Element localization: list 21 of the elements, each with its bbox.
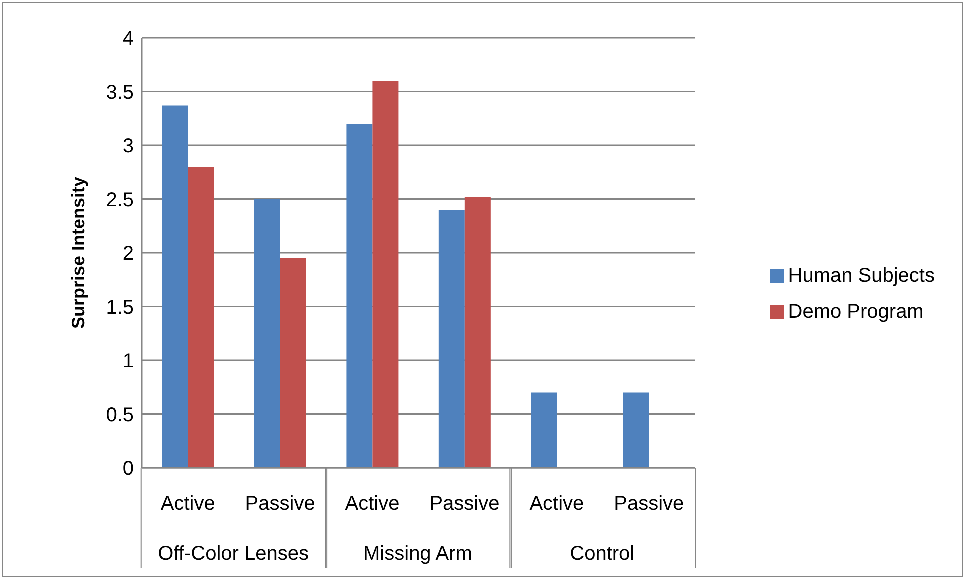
y-tick-label: 0.5 (106, 404, 134, 426)
y-tick-label: 4 (122, 28, 134, 50)
text: Control (570, 543, 635, 565)
y-axis-title: Surprise Intensity (68, 176, 88, 330)
y-tick-label: 2 (122, 243, 134, 266)
legend-label: Demo Program (788, 300, 924, 322)
y-tick-label: 3 (122, 136, 134, 158)
x-tick-label: Passive (245, 493, 316, 515)
x-tick-label: Passive (430, 493, 500, 515)
legend-label: Human Subjects (788, 264, 935, 286)
x-tick-label: Active (530, 493, 584, 515)
y-tick-label: 2.5 (106, 189, 134, 212)
text: Off-Color Lenses (158, 543, 309, 565)
x-tick-label: Active (160, 493, 216, 515)
text: Missing Arm (364, 543, 472, 565)
x-tick-label: Active (345, 493, 400, 515)
x-tick-label: Passive (614, 493, 684, 515)
y-tick-label: 1 (122, 350, 134, 373)
y-tick-label: 0 (122, 458, 134, 480)
y-tick-label: 3.5 (106, 82, 134, 104)
y-tick-label: 1.5 (106, 296, 134, 319)
